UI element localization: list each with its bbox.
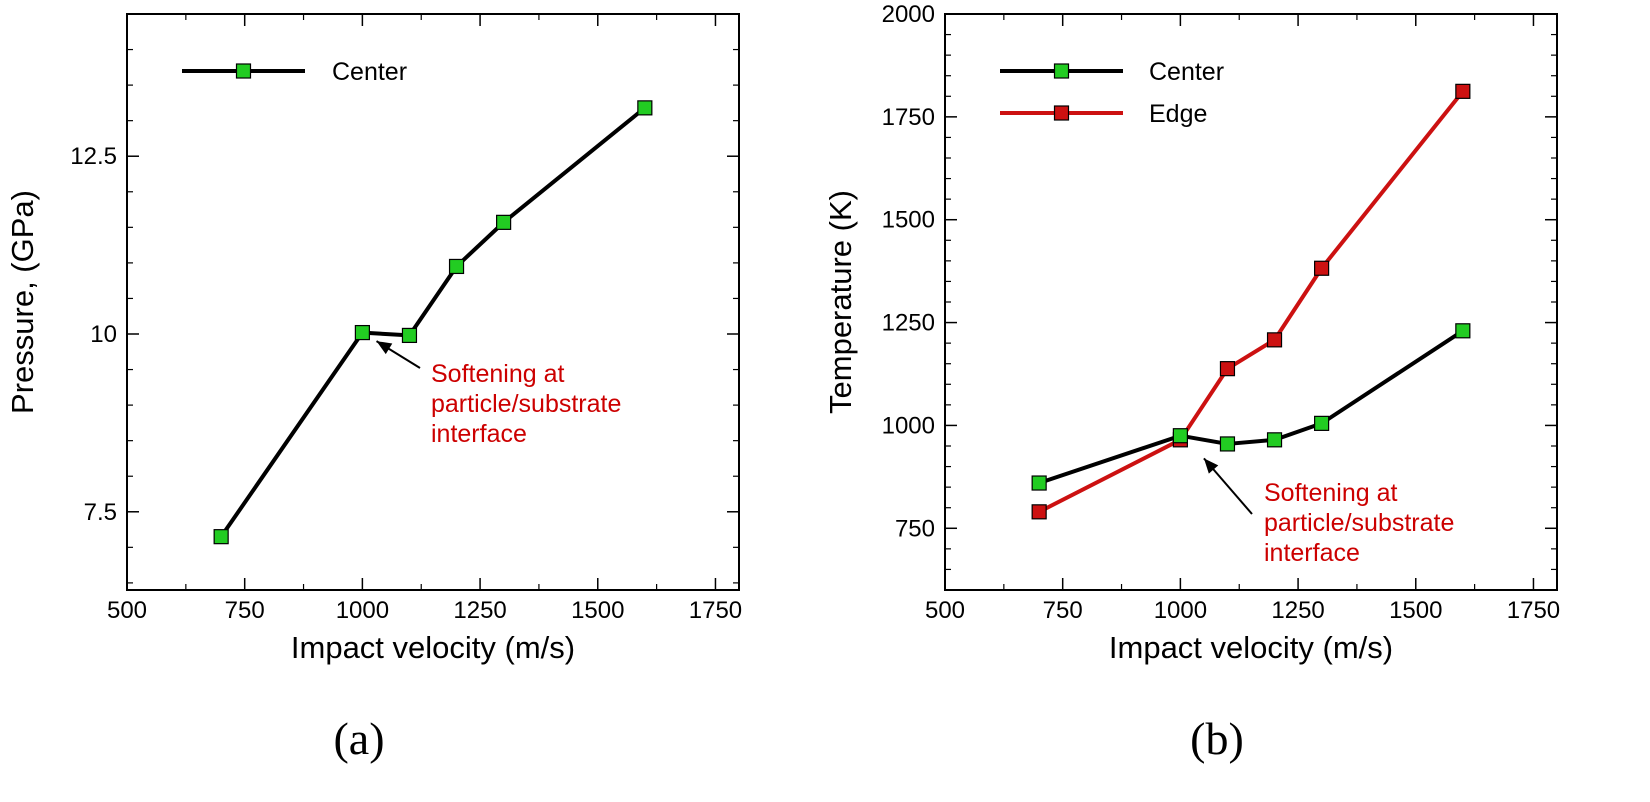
x-tick-label: 1000 [1154,597,1207,624]
x-axis-label-a: Impact velocity (m/s) [291,630,575,665]
data-point-edge [1031,504,1047,520]
series-line-edge [1038,90,1465,514]
data-point-edge [1219,361,1236,377]
annotation-arrowhead [1203,458,1219,474]
annotation-text-line: interface [1264,539,1360,567]
x-tick-label: 750 [225,597,265,624]
plot-frame-a [126,13,740,591]
y-tick-label: 1500 [882,207,935,234]
x-tick-label: 1500 [1389,597,1442,624]
y-tick-label: 750 [895,515,935,542]
data-point-edge [1314,260,1330,276]
x-tick-label: 500 [925,597,965,624]
legend-label-center: Center [332,58,407,86]
y-tick-label: 2000 [882,1,935,28]
data-point-center [448,258,465,275]
data-point-center [1455,323,1471,339]
data-point-center [401,327,418,344]
annotation-text-line: Softening at [431,360,564,388]
legend-a: Center [182,58,407,86]
annotation-arrowhead [376,341,393,355]
annotation-text-line: Softening at [1264,479,1397,507]
x-tick-label: 1500 [571,597,624,624]
y-axis-label-a: Pressure, (GPa) [5,190,40,414]
annotation-text-line: particle/substrate [1264,509,1454,537]
data-point-center [354,324,370,341]
data-point-center [1266,432,1283,448]
x-tick-label: 750 [1043,597,1083,624]
axis-ticks-a: 500 750 1000 1250 1500 1750 7.5 10 12.5 [70,13,742,624]
data-point-center [213,529,229,545]
x-axis-label-b: Impact velocity (m/s) [1109,630,1393,665]
y-tick-label: 7.5 [84,499,117,526]
series-layer-b [1031,83,1471,520]
panel-label-a: (a) [333,713,384,764]
data-point-edge [1266,332,1283,348]
legend-marker-center [1053,63,1070,79]
x-tick-label: 1750 [689,597,742,624]
data-point-center [1219,436,1236,452]
panel-label-b: (b) [1190,713,1244,764]
legend-label-center: Center [1149,58,1224,86]
legend-label-edge: Edge [1149,100,1207,128]
y-tick-label: 1750 [882,104,935,131]
data-point-center [1172,428,1188,444]
chart-panel-a: 500 750 1000 1250 1500 1750 7.5 10 12.5 Center S… [5,13,742,764]
series-layer-a [213,100,653,545]
chart-panel-b: 500 750 1000 1250 1500 1750 750 1000 1250 1500 175… [823,1,1560,764]
legend-marker-edge [1053,105,1070,121]
annotation-text-line: particle/substrate [431,390,621,418]
y-tick-label: 1250 [882,310,935,337]
x-tick-label: 1000 [336,597,389,624]
y-tick-label: 12.5 [70,143,117,170]
data-point-edge [1455,83,1471,99]
data-point-center [1031,475,1047,491]
series-line-center [219,106,647,538]
x-tick-label: 1750 [1507,597,1560,624]
series-line-center [1038,329,1464,485]
x-tick-label: 500 [107,597,147,624]
legend-b: Center Edge [1000,58,1224,128]
legend-marker-center [235,63,252,79]
y-tick-label: 1000 [882,412,935,439]
data-point-center [496,214,512,230]
y-axis-label-b: Temperature (K) [823,190,858,414]
x-tick-label: 1250 [453,597,506,624]
plot-frame-b [944,13,1558,591]
x-tick-label: 1250 [1271,597,1324,624]
data-point-center [1314,415,1330,431]
data-point-center [637,100,653,116]
annotation-text-line: interface [431,420,527,448]
axis-ticks-b: 500 750 1000 1250 1500 1750 750 1000 1250 1500 175… [882,1,1561,624]
y-tick-label: 10 [90,321,117,348]
